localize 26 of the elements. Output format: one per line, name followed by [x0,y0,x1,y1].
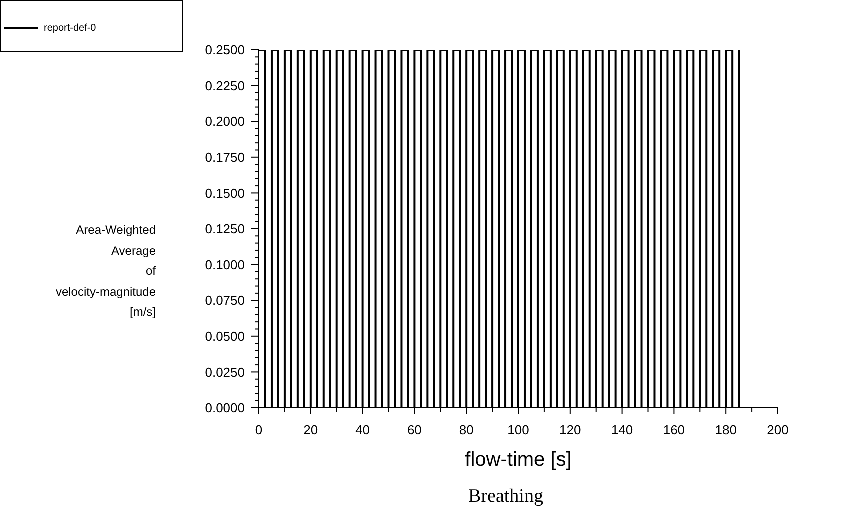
x-tick-label: 0 [255,422,263,438]
x-tick-label: 160 [663,422,686,438]
x-tick-label: 40 [356,422,370,438]
x-tick-label: 200 [767,422,789,438]
y-tick-label: 0.1500 [205,186,245,201]
y-tick-label: 0.0000 [205,400,245,416]
x-tick-label: 80 [459,422,474,438]
x-tick-label: 20 [304,422,318,438]
x-tick-label: 100 [508,422,530,438]
y-tick-label: 0.0500 [205,328,245,344]
y-tick-label: 0.1750 [205,150,245,165]
x-axis-title: flow-time [s] [464,448,573,473]
x-tick-label: 140 [611,422,634,438]
y-axis-title: Area-Weighted Average of velocity-magnitude [m/s] [54,222,156,321]
y-tick-label: 0.0750 [205,293,245,308]
y-tick-label: 0.1250 [205,222,245,237]
y-tick-label: 0.0250 [205,364,245,380]
x-tick-label: 60 [407,422,422,438]
y-tick-label: 0.2000 [205,114,245,130]
y-tick-label: 0.2500 [205,42,245,58]
legend-label: report-def-0 [44,22,96,34]
y-tick-label: 0.1000 [205,257,245,272]
x-tick-label: 120 [560,422,582,438]
y-tick-label: 0.2250 [205,78,245,94]
x-tick-label: 180 [715,422,737,438]
text: Breathing [468,485,544,509]
